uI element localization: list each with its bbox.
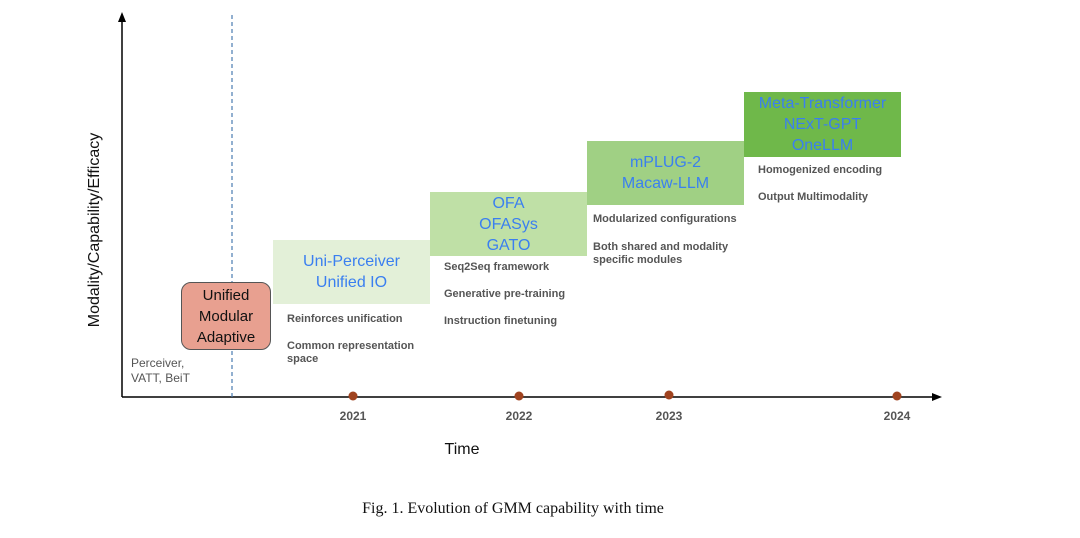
model-meta-transformer: Meta-Transformer — [758, 95, 887, 112]
figure-caption: Fig. 1. Evolution of GMM capability with… — [362, 500, 664, 517]
y-axis-arrowhead — [118, 12, 126, 22]
model-uni-perceiver: Uni-Perceiver — [303, 253, 400, 270]
model-macaw-llm: Macaw-LLM — [621, 175, 710, 192]
stage-box-2024: Meta-Transformer NExT-GPT OneLLM — [744, 92, 901, 157]
note-shared-specific-line-1: Both shared and modality — [593, 241, 729, 253]
stage-box-2023: mPLUG-2 Macaw-LLM — [587, 141, 744, 205]
pre-era-models: Perceiver, VATT, BeiT — [131, 356, 190, 386]
year-label-2023: 2023 — [655, 409, 683, 423]
year-marker-2024 — [892, 391, 902, 401]
paradigm-modular: Modular — [198, 307, 254, 325]
model-ofasys: OFASys — [479, 215, 538, 233]
note-modularized-configurations: Modularized configurations — [593, 213, 737, 225]
year-marker-2023 — [664, 390, 674, 400]
paradigm-adaptive: Adaptive — [196, 328, 256, 346]
note-reinforces-unification: Reinforces unification — [287, 313, 403, 325]
x-axis-label: Time — [444, 441, 480, 458]
pre-era-line-2: VATT, BeiT — [131, 371, 190, 385]
stage-box-2021: Uni-Perceiver Unified IO — [273, 240, 430, 304]
note-generative-pre-training: Generative pre-training — [444, 288, 566, 300]
y-axis-label: Modality/Capability/Efficacy — [86, 132, 103, 328]
year-label-2021: 2021 — [339, 409, 367, 423]
year-marker-2022 — [514, 391, 524, 401]
year-label-2022: 2022 — [505, 409, 533, 423]
note-homogenized-encoding: Homogenized encoding — [758, 164, 883, 176]
x-axis-arrowhead — [932, 393, 942, 401]
model-gato: GATO — [486, 236, 531, 254]
note-output-multimodality: Output Multimodality — [758, 191, 868, 203]
note-seq2seq-framework: Seq2Seq framework — [444, 261, 550, 273]
note-common-representation: Common representation space — [287, 340, 414, 366]
note-shared-and-specific-modules: Both shared and modality specific module… — [593, 241, 728, 267]
note-shared-specific-line-2: specific modules — [593, 254, 683, 266]
model-next-gpt: NExT-GPT — [783, 116, 862, 133]
note-common-representation-line-2: space — [287, 353, 319, 365]
note-common-representation-line-1: Common representation — [287, 340, 415, 352]
paradigm-unified: Unified — [202, 286, 250, 304]
year-marker-2021 — [348, 391, 358, 401]
model-onellm: OneLLM — [791, 137, 854, 154]
model-ofa: OFA — [492, 194, 525, 212]
year-label-2024: 2024 — [883, 409, 911, 423]
note-instruction-finetuning: Instruction finetuning — [444, 315, 558, 327]
paradigm-box: Unified Modular Adaptive — [181, 282, 271, 350]
stage-box-2022: OFA OFASys GATO — [430, 192, 587, 256]
model-mplug-2: mPLUG-2 — [629, 154, 702, 171]
model-unified-io: Unified IO — [315, 274, 388, 291]
pre-era-line-1: Perceiver, — [131, 356, 185, 370]
